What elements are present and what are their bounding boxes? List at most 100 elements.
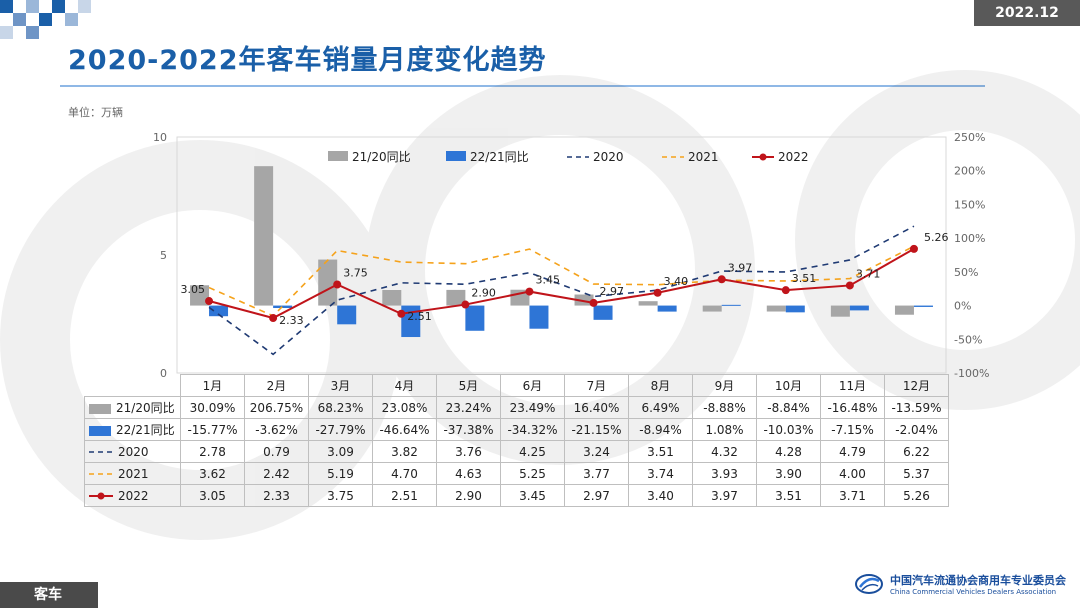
title-divider (60, 85, 985, 87)
point-2022 (909, 244, 918, 253)
data-label-2022: 3.51 (792, 272, 817, 285)
table-cell: -15.77% (180, 418, 245, 441)
corner-decoration (0, 0, 110, 40)
right-axis-tick: 150% (954, 198, 985, 211)
point-2022 (461, 300, 470, 309)
series-name: 2022 (118, 488, 149, 503)
line-2021 (208, 245, 915, 317)
series-name: 2021 (118, 466, 149, 481)
data-label-2022: 2.33 (279, 314, 304, 327)
right-axis-tick: -50% (954, 333, 982, 346)
table-cell: 3.45 (500, 484, 565, 507)
month-header: 11月 (820, 374, 885, 397)
table-cell: -16.48% (820, 396, 885, 419)
data-label-2022: 5.26 (924, 231, 949, 244)
section-tag: 客车 (0, 582, 98, 608)
month-header: 12月 (884, 374, 949, 397)
table-cell: 2.33 (244, 484, 309, 507)
bar-22-21 (913, 305, 933, 307)
data-label-2022: 3.97 (728, 261, 753, 274)
bar-21-20 (446, 289, 466, 306)
date-badge: 2022.12 (974, 0, 1080, 26)
point-2022 (845, 281, 854, 290)
bar-21-20 (318, 259, 338, 306)
month-header: 2月 (244, 374, 309, 397)
legend-label: 2020 (593, 150, 624, 164)
bar-22-21 (337, 305, 357, 325)
data-label-2022: 3.71 (856, 267, 881, 280)
table-row: 2020 2.78 0.79 3.09 3.82 3.76 4.25 3.24 3.51 4.32… (84, 440, 949, 463)
unit-label: 单位：万辆 (68, 106, 123, 119)
point-2022 (397, 309, 406, 318)
table-cell: -13.59% (884, 396, 949, 419)
table-cell: 30.09% (180, 396, 245, 419)
data-label-2022: 3.05 (181, 283, 206, 296)
table-cell: 3.77 (564, 462, 629, 485)
table-cell: 3.40 (628, 484, 693, 507)
table-cell: 3.51 (628, 440, 693, 463)
month-header: 4月 (372, 374, 437, 397)
table-cell: 16.40% (564, 396, 629, 419)
point-2022 (589, 298, 598, 307)
table-cell: 2.51 (372, 484, 437, 507)
table-cell: -27.79% (308, 418, 373, 441)
table-cell: 23.49% (500, 396, 565, 419)
table-cell: 3.51 (756, 484, 821, 507)
table-cell: 5.25 (500, 462, 565, 485)
table-cell: 3.76 (436, 440, 501, 463)
table-cell: 0.79 (244, 440, 309, 463)
cvda-logo-icon (855, 574, 883, 594)
bar-22-21 (593, 305, 613, 320)
right-axis-tick: 200% (954, 165, 985, 178)
table-corner (85, 375, 181, 397)
table-cell: 23.24% (436, 396, 501, 419)
month-header: 6月 (500, 374, 565, 397)
table-cell: 2.78 (180, 440, 245, 463)
month-header: 3月 (308, 374, 373, 397)
table-cell: 3.24 (564, 440, 629, 463)
table-cell: 4.32 (692, 440, 757, 463)
table-cell: -8.94% (628, 418, 693, 441)
month-header: 7月 (564, 374, 629, 397)
point-2022 (525, 287, 534, 296)
right-axis-tick: -100% (954, 367, 989, 380)
table-cell: 2.90 (436, 484, 501, 507)
bar-21-20 (574, 294, 594, 306)
table-cell: 206.75% (244, 396, 309, 419)
bar-21-20 (766, 305, 786, 312)
series-name: 2020 (118, 444, 149, 459)
table-cell: 3.62 (180, 462, 245, 485)
right-axis-tick: 50% (954, 266, 978, 279)
series-row-header: 2022 (84, 484, 181, 507)
point-2022 (269, 314, 278, 323)
legend-marker (759, 153, 767, 161)
table-cell: 4.00 (820, 462, 885, 485)
table-cell: -46.64% (372, 418, 437, 441)
data-label-2022: 2.51 (407, 310, 432, 323)
table-cell: -37.38% (436, 418, 501, 441)
table-cell: 5.37 (884, 462, 949, 485)
table-cell: 3.90 (756, 462, 821, 485)
table-cell: -10.03% (756, 418, 821, 441)
table-cell: -8.88% (692, 396, 757, 419)
table-row: 21/20同比 30.09% 206.75% 68.23% 23.08% 23.24% 23… (84, 396, 949, 419)
bar-21-20 (894, 305, 914, 315)
table-cell: 3.05 (180, 484, 245, 507)
table-row: 22/21同比 -15.77% -3.62% -27.79% -46.64% -37.38… (84, 418, 949, 441)
point-2022 (333, 280, 342, 289)
table-cell: 3.71 (820, 484, 885, 507)
bar-21-20 (638, 301, 658, 306)
bar-22-21 (529, 305, 549, 329)
point-2022 (781, 286, 790, 295)
legend-label: 21/20同比 (352, 150, 411, 164)
table-cell: 3.09 (308, 440, 373, 463)
table-cell: 3.82 (372, 440, 437, 463)
left-axis-tick: 5 (160, 249, 167, 262)
plot-area (176, 136, 947, 374)
table-cell: 5.26 (884, 484, 949, 507)
bar-22-21 (657, 305, 677, 312)
series-row-header: 2021 (84, 462, 181, 485)
bar-21-20 (382, 290, 402, 306)
line-2022 (208, 247, 915, 320)
table-cell: -34.32% (500, 418, 565, 441)
